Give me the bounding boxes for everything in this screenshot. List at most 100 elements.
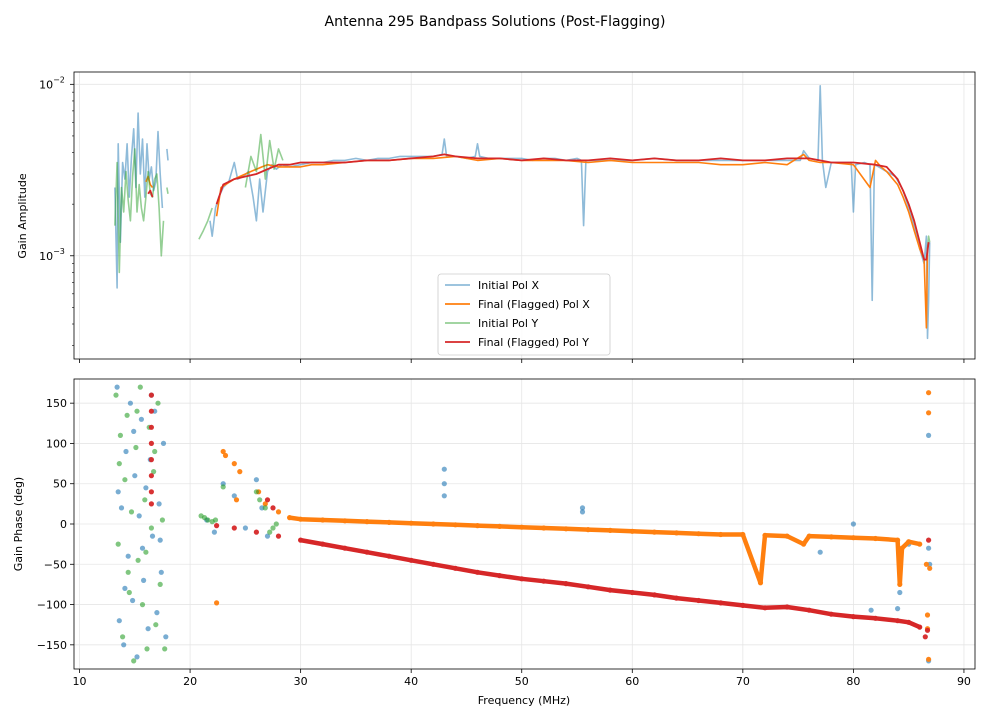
phase-point — [926, 545, 932, 551]
phase-point — [156, 501, 162, 507]
phase-point — [927, 565, 933, 571]
phase-point — [926, 432, 932, 438]
phase-point — [220, 448, 226, 455]
phase-point — [242, 525, 248, 531]
phase-y-tick-label: 50 — [53, 478, 67, 491]
phase-point — [127, 400, 133, 406]
phase-x-tick-label: 30 — [294, 675, 308, 688]
phase-point — [133, 444, 139, 451]
phase-point — [579, 509, 586, 515]
phase-point — [148, 440, 154, 446]
phase-point — [126, 589, 132, 596]
phase-x-tick-label: 70 — [736, 675, 750, 688]
phase-x-axis-label: Frequency (MHz) — [478, 694, 570, 707]
amp-series-line — [215, 153, 930, 261]
phase-point — [441, 466, 447, 472]
phase-point — [160, 440, 167, 446]
phase-point — [205, 517, 211, 523]
phase-point — [155, 400, 161, 406]
phase-trend-band — [298, 537, 922, 630]
phase-point — [924, 612, 931, 618]
phase-point — [441, 481, 447, 487]
amplitude-ticks: 10−3 10−2 — [39, 75, 965, 363]
amp-series-line — [147, 189, 154, 198]
phase-point — [231, 493, 237, 499]
phase-point — [131, 428, 137, 434]
phase-point — [214, 600, 220, 606]
phase-point — [231, 461, 237, 467]
amp-series-line — [114, 148, 165, 274]
phase-y-tick-label: −150 — [37, 639, 67, 652]
phase-y-axis-label: Gain Phase (deg) — [12, 477, 25, 571]
phase-point — [922, 634, 928, 640]
legend-label: Final (Flagged) Pol X — [478, 298, 590, 311]
phase-point — [237, 469, 243, 475]
phase-point — [262, 501, 268, 507]
phase-point — [148, 473, 154, 479]
phase-point — [151, 469, 157, 475]
phase-point — [137, 384, 143, 390]
phase-point — [231, 525, 237, 531]
phase-point — [264, 533, 271, 539]
phase-point — [270, 525, 276, 531]
phase-point — [163, 634, 169, 640]
phase-x-tick-label: 40 — [404, 675, 418, 688]
phase-point — [113, 392, 119, 398]
phase-point — [122, 585, 128, 592]
phase-x-tick-label: 10 — [73, 675, 87, 688]
phase-point — [158, 569, 164, 575]
phase-x-tick-label: 90 — [957, 675, 971, 688]
phase-x-tick-label: 80 — [846, 675, 860, 688]
phase-point — [132, 473, 138, 479]
phase-point — [257, 497, 263, 503]
legend-label: Initial Pol X — [478, 279, 539, 292]
phase-point — [253, 477, 259, 483]
phase-point — [115, 489, 121, 495]
phase-point — [157, 537, 163, 543]
phase-point — [128, 509, 135, 515]
phase-point — [153, 622, 159, 628]
phase-point — [144, 646, 150, 652]
phase-point — [116, 618, 122, 624]
phase-point — [120, 634, 126, 640]
phase-point — [253, 489, 259, 495]
amp-y-tick-label: 10−3 — [39, 247, 65, 263]
phase-point — [121, 642, 127, 648]
phase-point — [139, 602, 146, 608]
phase-point — [145, 626, 151, 632]
phase-y-tick-label: 150 — [46, 397, 67, 410]
phase-point — [141, 577, 147, 584]
phase-point — [148, 457, 154, 463]
phase-point — [212, 517, 219, 523]
phase-point — [154, 610, 160, 616]
phase-point — [148, 489, 154, 495]
phase-x-tick-label: 50 — [515, 675, 529, 688]
phase-point — [148, 525, 154, 531]
phase-point — [233, 497, 240, 503]
phase-point — [115, 541, 121, 547]
phase-point — [214, 523, 220, 529]
phase-point — [275, 533, 282, 539]
phase-point — [123, 448, 129, 455]
phase-series — [113, 384, 933, 664]
amp-series-line — [198, 207, 213, 240]
phase-point — [143, 549, 149, 555]
phase-point — [138, 416, 144, 422]
phase-y-tick-label: −100 — [37, 599, 67, 612]
phase-point — [817, 549, 823, 555]
amp-series-line — [215, 153, 930, 329]
amplitude-y-axis-label: Gain Amplitude — [16, 173, 29, 258]
phase-point — [264, 497, 271, 503]
phase-point — [125, 569, 131, 575]
amplitude-axes-frame — [73, 71, 976, 360]
phase-point — [270, 505, 276, 511]
phase-point — [157, 581, 163, 588]
amplitude-series — [114, 85, 931, 340]
phase-point — [152, 448, 158, 455]
phase-point — [135, 557, 141, 563]
phase-point — [211, 529, 217, 535]
phase-point — [148, 392, 154, 398]
phase-x-tick-label: 20 — [183, 675, 197, 688]
